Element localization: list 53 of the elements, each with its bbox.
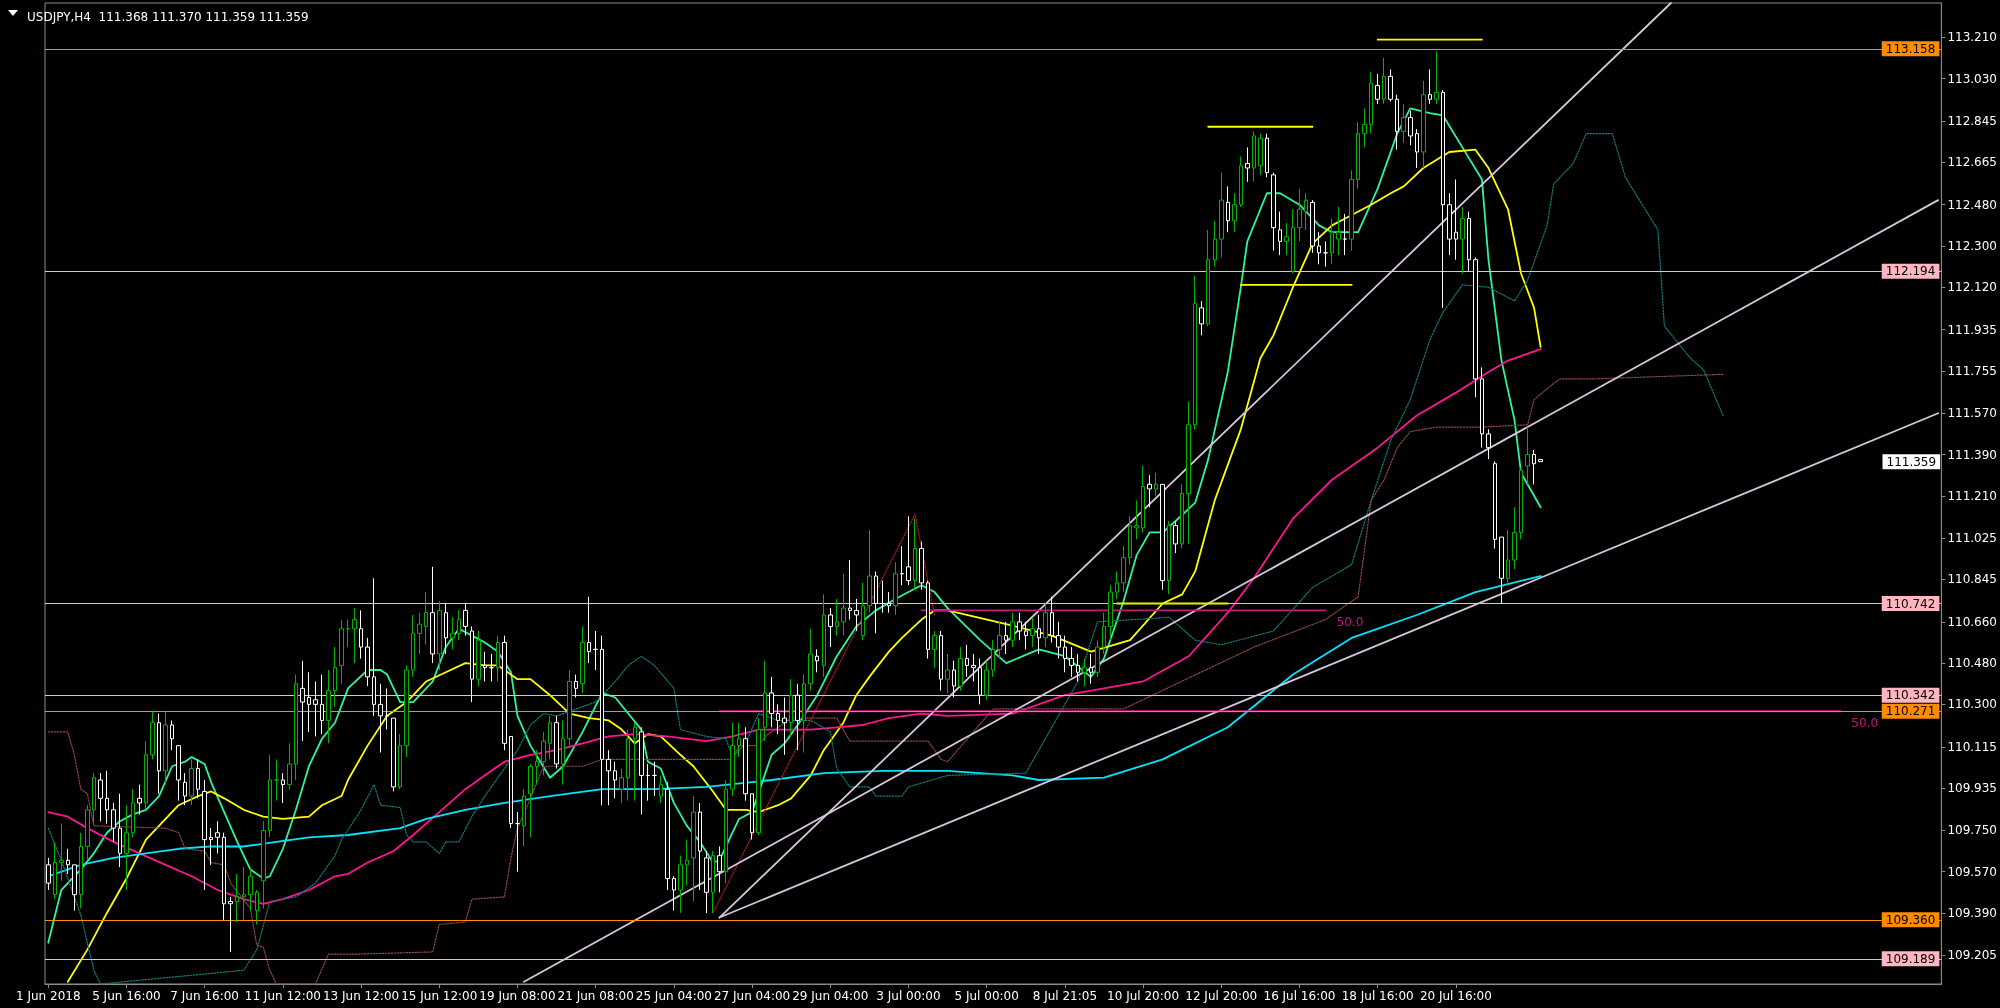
x-tick-label: 21 Jun 08:00	[557, 989, 634, 1003]
y-tick-label: 110.660	[1947, 614, 1997, 629]
y-tick-label: 110.480	[1947, 656, 1997, 671]
x-tick-label: 27 Jun 04:00	[713, 989, 791, 1003]
x-tick-label: 8 Jul 21:05	[1032, 989, 1098, 1003]
y-tick-label: 110.300	[1947, 697, 1997, 712]
y-tick-label: 112.120	[1947, 280, 1997, 295]
x-tick-label: 10 Jul 20:00	[1107, 989, 1180, 1003]
y-tick-label: 111.390	[1947, 447, 1997, 462]
y-tick-label: 112.480	[1947, 197, 1997, 212]
y-tick-label: 111.025	[1947, 531, 1997, 546]
y-tick-label: 112.845	[1947, 114, 1997, 129]
annotation: 111.359	[1886, 454, 1937, 469]
x-tick-label: 5 Jun 16:00	[92, 989, 161, 1003]
series-label: 50.0	[1851, 716, 1879, 731]
ref-line-label: 110.342	[1885, 688, 1936, 703]
y-tick-label: 113.030	[1947, 71, 1997, 86]
x-tick-label: 18 Jul 16:00	[1341, 989, 1414, 1003]
y-tick-label: 112.300	[1947, 238, 1997, 253]
y-tick-label: 111.570	[1947, 406, 1997, 421]
y-tick-label: 109.205	[1947, 948, 1997, 963]
text: USDJPY,H4 111.368 111.370 111.359 111.359	[27, 10, 309, 24]
y-tick-label: 109.570	[1947, 864, 1997, 879]
ref-line-label: 110.271	[1885, 704, 1936, 719]
y-tick-label: 109.935	[1947, 781, 1997, 796]
y-tick-label: 112.665	[1947, 155, 1997, 170]
x-tick-label: 1 Jun 2018	[15, 989, 81, 1003]
y-tick-label: 113.210	[1947, 30, 1997, 45]
ref-line-label: 110.742	[1885, 596, 1936, 611]
y-tick-label: 110.845	[1947, 572, 1997, 587]
y-tick-label: 111.210	[1947, 488, 1997, 503]
x-tick-label: 7 Jun 16:00	[170, 989, 239, 1003]
y-tick-label: 109.750	[1947, 823, 1997, 838]
x-tick-label: 13 Jun 12:00	[322, 989, 400, 1003]
y-tick-label: 111.755	[1947, 363, 1997, 378]
x-tick-label: 12 Jul 20:00	[1185, 989, 1258, 1003]
x-tick-label: 11 Jun 12:00	[244, 989, 321, 1003]
y-tick-label: 111.935	[1947, 322, 1997, 337]
ref-line-label: 109.360	[1885, 912, 1936, 927]
x-tick-label: 25 Jun 04:00	[635, 989, 712, 1003]
x-tick-label: 29 Jun 04:00	[792, 989, 869, 1003]
x-tick-label: 20 Jul 16:00	[1419, 989, 1492, 1003]
ref-line-label: 113.158	[1885, 41, 1936, 56]
x-tick-label: 5 Jul 00:00	[954, 989, 1019, 1003]
ref-line-label: 109.189	[1885, 951, 1936, 966]
ref-line-label: 112.194	[1885, 264, 1936, 279]
x-tick-label: 19 Jun 08:00	[479, 989, 556, 1003]
x-tick-label: 16 Jul 16:00	[1263, 989, 1336, 1003]
series-label: 50.0	[1336, 615, 1364, 630]
x-tick-label: 15 Jun 12:00	[401, 989, 478, 1003]
y-tick-label: 110.115	[1947, 739, 1997, 754]
x-tick-label: 3 Jul 00:00	[876, 989, 941, 1003]
y-tick-label: 109.390	[1947, 905, 1997, 920]
